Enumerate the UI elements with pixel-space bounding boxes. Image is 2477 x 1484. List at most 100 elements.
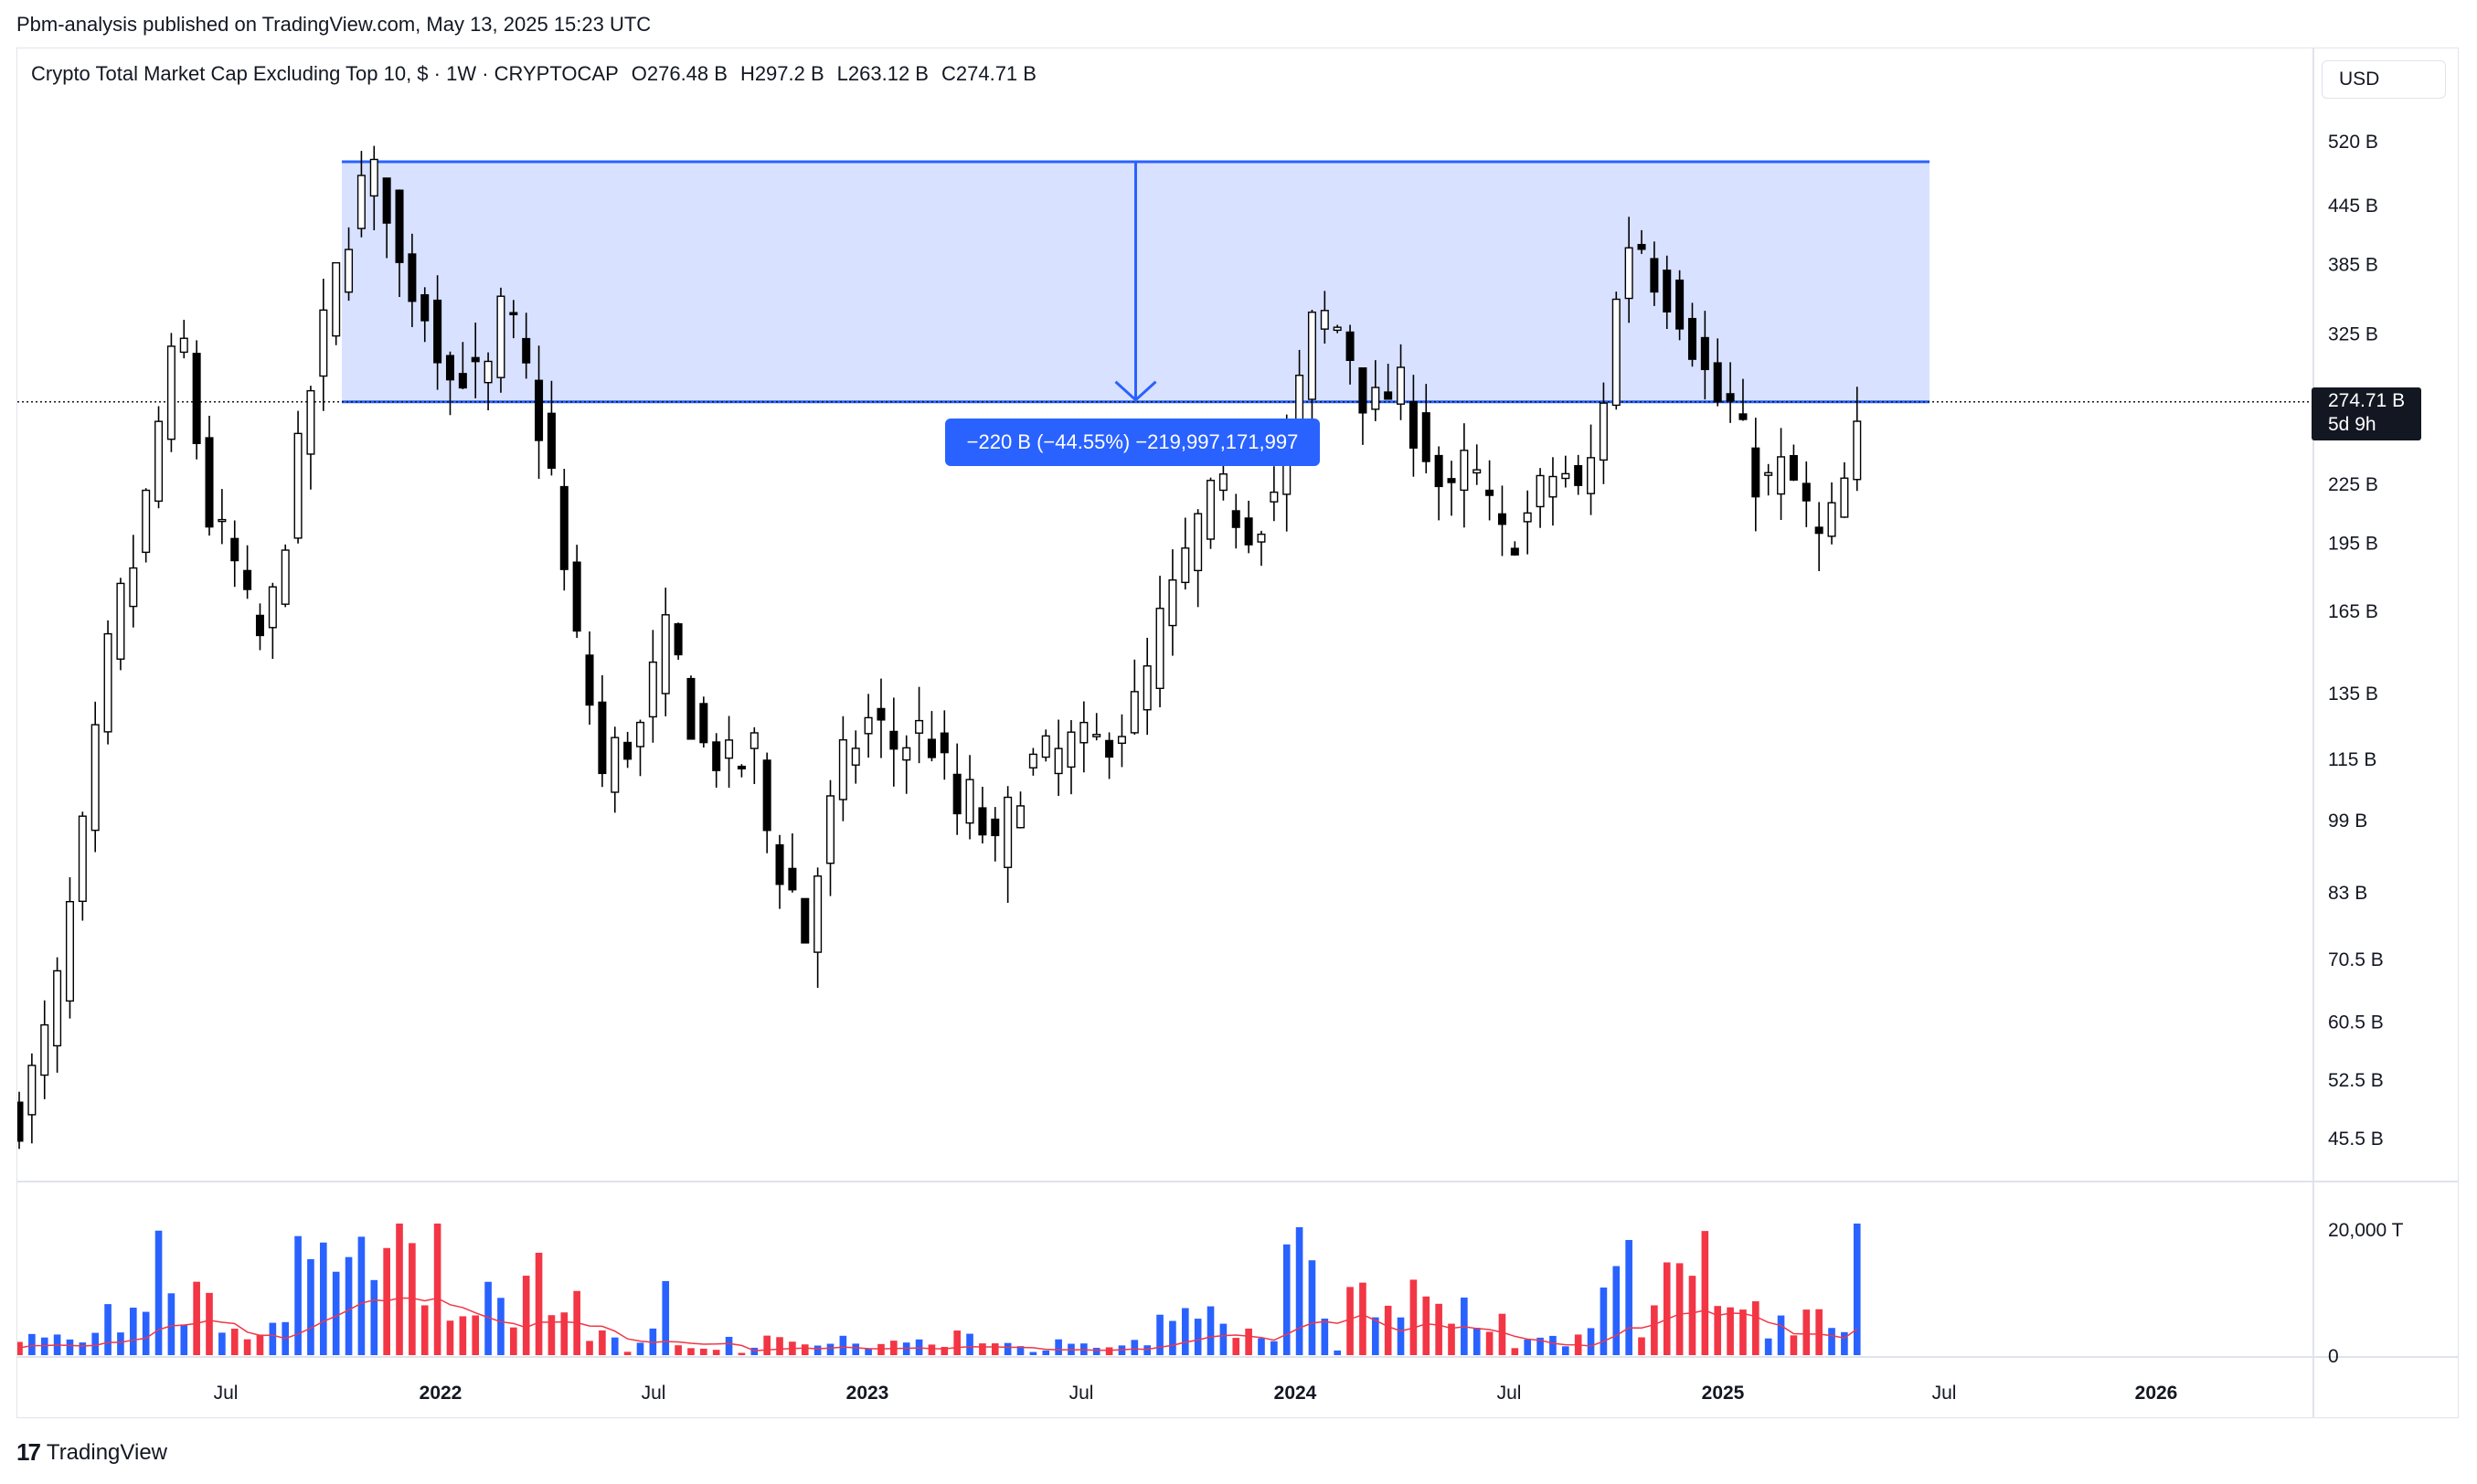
volume-bar — [1675, 1263, 1684, 1355]
candle-body — [1105, 739, 1114, 758]
time-tick-label: 2022 — [420, 1383, 462, 1404]
candle-body — [1117, 736, 1126, 745]
volume-bar — [852, 1343, 860, 1355]
volume-bar — [1485, 1331, 1494, 1355]
price-tick-label: 135 B — [2328, 684, 2378, 705]
last-price-value: 274.71 B — [2328, 390, 2406, 411]
volume-bar — [1384, 1305, 1392, 1355]
candle-body — [775, 843, 784, 885]
volume-bar — [636, 1342, 644, 1355]
volume-bar — [1282, 1244, 1291, 1355]
volume-bar — [1815, 1309, 1823, 1355]
candle-body — [749, 732, 759, 749]
time-tick-label: Jul — [1932, 1383, 1957, 1404]
volume-bar — [154, 1230, 163, 1355]
volume-bar — [1561, 1346, 1569, 1355]
price-chart[interactable]: 520 B 445 B 385 B 325 B 225 B 195 B 165 B 135 B… — [17, 48, 2458, 1417]
candle-body — [205, 437, 214, 528]
candle-body — [1231, 510, 1240, 528]
candle-body — [129, 567, 138, 608]
candle-body — [1067, 731, 1076, 768]
candle-body — [991, 818, 1000, 837]
candle-body — [1434, 454, 1443, 488]
candle-body — [166, 345, 175, 440]
price-tick-label: 445 B — [2328, 196, 2378, 217]
candle-body — [1587, 457, 1596, 494]
candle-body — [1397, 366, 1406, 405]
volume-bar — [1245, 1328, 1252, 1355]
volume-bars — [17, 1224, 1861, 1355]
volume-bar — [953, 1330, 961, 1355]
volume-bar — [142, 1311, 150, 1355]
candle-body — [243, 569, 252, 590]
volume-bar — [801, 1344, 809, 1355]
volume-bar — [446, 1320, 454, 1355]
volume-bar — [813, 1345, 822, 1355]
candle-body — [1320, 310, 1329, 330]
volume-bar — [1752, 1301, 1759, 1355]
volume-bar — [1853, 1224, 1861, 1355]
candle-body — [103, 632, 112, 733]
volume-bar — [750, 1347, 759, 1355]
price-axis: 520 B 445 B 385 B 325 B 225 B 195 B 165 B 135 B… — [2328, 132, 2384, 1150]
volume-bar — [1638, 1337, 1645, 1355]
volume-bar — [320, 1242, 327, 1355]
candle-body — [585, 654, 594, 706]
candle-body — [1155, 608, 1164, 690]
candle-body — [877, 707, 886, 721]
candle-body — [1079, 721, 1089, 744]
tradingview-logo[interactable]: 17 TradingView — [16, 1438, 167, 1467]
candle-body — [965, 779, 974, 824]
volume-bar — [535, 1252, 543, 1355]
volume-bar — [1143, 1345, 1152, 1355]
volume-bar — [1422, 1296, 1430, 1355]
volume-bar — [547, 1315, 556, 1355]
candle-body — [17, 1101, 24, 1142]
volume-bar — [700, 1348, 707, 1355]
candle-body — [1016, 805, 1026, 829]
candle-body — [293, 432, 303, 539]
volume-bar — [1448, 1323, 1455, 1355]
candle-body — [674, 623, 683, 656]
volume-bar — [1777, 1315, 1785, 1355]
candle-body — [306, 389, 315, 455]
candle-body — [889, 730, 898, 750]
candle-body — [1637, 243, 1646, 250]
measure-label[interactable]: −220 B (−44.55%) −219,997,171,997 — [945, 419, 1320, 466]
candle-body — [1409, 400, 1418, 449]
candle-body — [1827, 502, 1836, 537]
volume-bar — [409, 1243, 416, 1355]
volume-bar — [725, 1336, 733, 1355]
candle-body — [1218, 473, 1228, 492]
volume-bar — [1802, 1309, 1811, 1355]
candle-body — [27, 1065, 37, 1116]
volume-bar — [1714, 1306, 1722, 1355]
candle-body — [1713, 362, 1722, 403]
symbol-name[interactable]: Crypto Total Market Cap Excluding Top 10… — [31, 62, 619, 85]
volume-bar — [307, 1258, 314, 1355]
volume-bar — [1029, 1352, 1037, 1355]
candle-body — [825, 795, 835, 864]
candle-body — [1257, 533, 1266, 543]
price-tick-label: 45.5 B — [2328, 1129, 2384, 1150]
currency-button[interactable]: USD — [2322, 60, 2446, 99]
price-tick-label: 115 B — [2328, 749, 2376, 770]
volume-bar — [17, 1341, 23, 1355]
volume-bar — [294, 1235, 302, 1355]
candle-body — [65, 901, 74, 1002]
chart-pane[interactable]: 520 B 445 B 385 B 325 B 225 B 195 B 165 B 135 B… — [16, 48, 2459, 1418]
candle-body — [1004, 796, 1013, 868]
volume-bar — [510, 1327, 517, 1355]
candle-body — [1574, 464, 1583, 486]
volume-bar — [433, 1224, 441, 1355]
candle-body — [1207, 480, 1216, 540]
volume-bar — [1308, 1260, 1316, 1355]
candle-body — [496, 295, 505, 378]
volume-bar — [662, 1280, 670, 1355]
volume-bar — [1131, 1340, 1139, 1355]
volume-bar — [1194, 1319, 1202, 1355]
candle-body — [547, 412, 556, 469]
volume-bar — [345, 1256, 353, 1355]
candle-body — [661, 614, 670, 694]
volume-bar — [1841, 1331, 1848, 1355]
